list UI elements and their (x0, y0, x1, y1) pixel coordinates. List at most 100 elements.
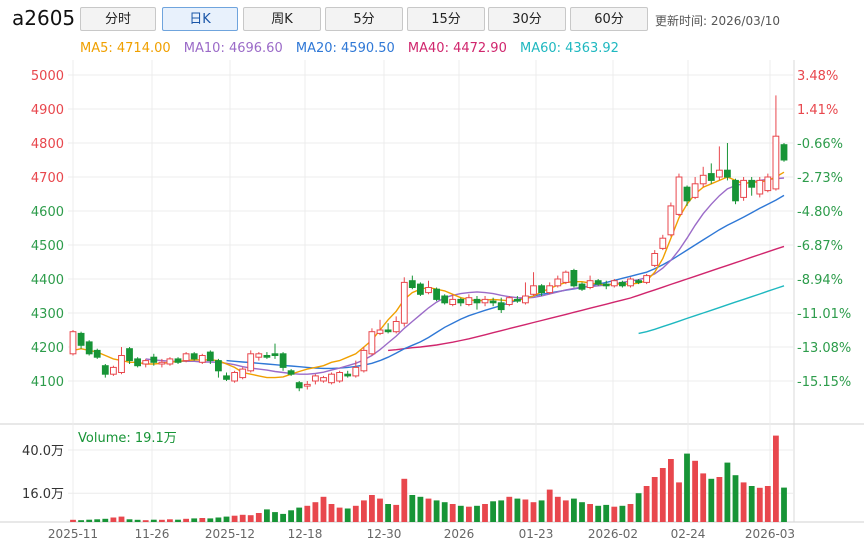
candle-body (320, 377, 327, 382)
price-tick-label: 4300 (31, 307, 64, 322)
candle (215, 358, 222, 378)
volume-bar (247, 515, 254, 522)
price-tick-label: 4800 (31, 137, 64, 152)
tab-daily-k[interactable]: 日K (162, 7, 238, 31)
candle (312, 374, 319, 385)
candle (732, 178, 739, 205)
volume-bar (150, 519, 157, 522)
tab-60min[interactable]: 60分 (570, 7, 648, 31)
volume-bar (361, 500, 367, 522)
volume-bar (571, 498, 577, 522)
volume-bar (126, 519, 133, 522)
candle-body (659, 237, 667, 249)
volume-bar (732, 475, 739, 522)
volume-bar (280, 513, 286, 522)
candle-body (772, 135, 780, 190)
volume-bar (490, 501, 496, 522)
pct-tick-label: -2.73% (797, 171, 843, 186)
candle-body (489, 300, 497, 304)
candle-body (530, 285, 537, 295)
candle-body (206, 351, 214, 362)
tab-15min[interactable]: 15分 (407, 7, 485, 31)
volume-bar (296, 507, 303, 522)
candle (756, 177, 764, 198)
tab-weekly-k[interactable]: 周K (243, 7, 321, 31)
candle (279, 352, 287, 371)
volume-bar (86, 519, 93, 522)
candle-body (505, 297, 513, 306)
candle (578, 282, 586, 291)
volume-bar (708, 478, 715, 522)
candle (627, 277, 634, 288)
volume-bar (756, 487, 763, 522)
x-tick-label: 2025-11 (48, 527, 98, 540)
volume-bar (320, 496, 327, 522)
ma40-label: MA40: 4472.90 (407, 41, 507, 56)
candle-body (255, 353, 263, 358)
ma20-line (226, 194, 785, 370)
candle-body (93, 349, 101, 358)
volume-bar (167, 519, 173, 522)
volume-bar (700, 473, 707, 522)
volume-bar (538, 500, 545, 522)
candle-body (182, 353, 190, 362)
candle (505, 296, 513, 307)
candle (166, 357, 174, 366)
volume-bar (562, 500, 569, 522)
candle-body (247, 353, 255, 372)
candle (707, 163, 715, 184)
candle (740, 177, 748, 201)
candle (764, 173, 772, 193)
candle (465, 294, 473, 307)
candle (392, 316, 400, 334)
candle (417, 282, 424, 296)
price-tick-label: 4500 (31, 239, 64, 254)
volume-bar (336, 507, 343, 522)
candle-body (627, 278, 634, 287)
volume-bar (692, 460, 698, 522)
volume-bar (344, 508, 351, 522)
candle-body (287, 370, 295, 375)
candle-body (538, 285, 546, 294)
candle-body (473, 298, 481, 304)
candle (457, 297, 465, 307)
volume-bar (223, 516, 230, 522)
volume-bar (272, 512, 278, 522)
candle (643, 273, 651, 285)
tab-5min[interactable]: 5分 (325, 7, 403, 31)
candle (93, 348, 101, 359)
candle-body (594, 280, 602, 285)
x-tick-label: 12-30 (367, 527, 402, 540)
candle (320, 375, 327, 383)
candle (586, 275, 594, 290)
volume-bar (627, 504, 634, 522)
candle (570, 268, 578, 288)
candle-body (142, 360, 150, 365)
candle (780, 143, 788, 162)
volume-bar (603, 504, 610, 522)
tab-intraday[interactable]: 分时 (80, 7, 156, 31)
volume-bar (110, 517, 117, 522)
volume-bar (643, 486, 650, 522)
volume-bar (635, 493, 642, 522)
candle-body (85, 341, 93, 355)
volume-bar (94, 519, 101, 522)
candle-body (457, 298, 465, 304)
volume-bar (668, 459, 674, 522)
candle-body (707, 173, 715, 181)
update-time: 更新时间: 2026/03/10 (655, 14, 781, 28)
volume-bar (369, 495, 375, 522)
volume-bar (377, 498, 383, 522)
candle-body (150, 356, 158, 363)
volume-bar (385, 504, 391, 522)
candle (554, 275, 562, 288)
volume-bar (142, 520, 149, 522)
candle-body (465, 297, 473, 306)
candle (602, 280, 610, 290)
volume-bar (409, 495, 416, 522)
tab-30min[interactable]: 30分 (488, 7, 566, 31)
candle-body (344, 373, 352, 377)
candle-body (716, 169, 723, 178)
candle (635, 279, 643, 285)
